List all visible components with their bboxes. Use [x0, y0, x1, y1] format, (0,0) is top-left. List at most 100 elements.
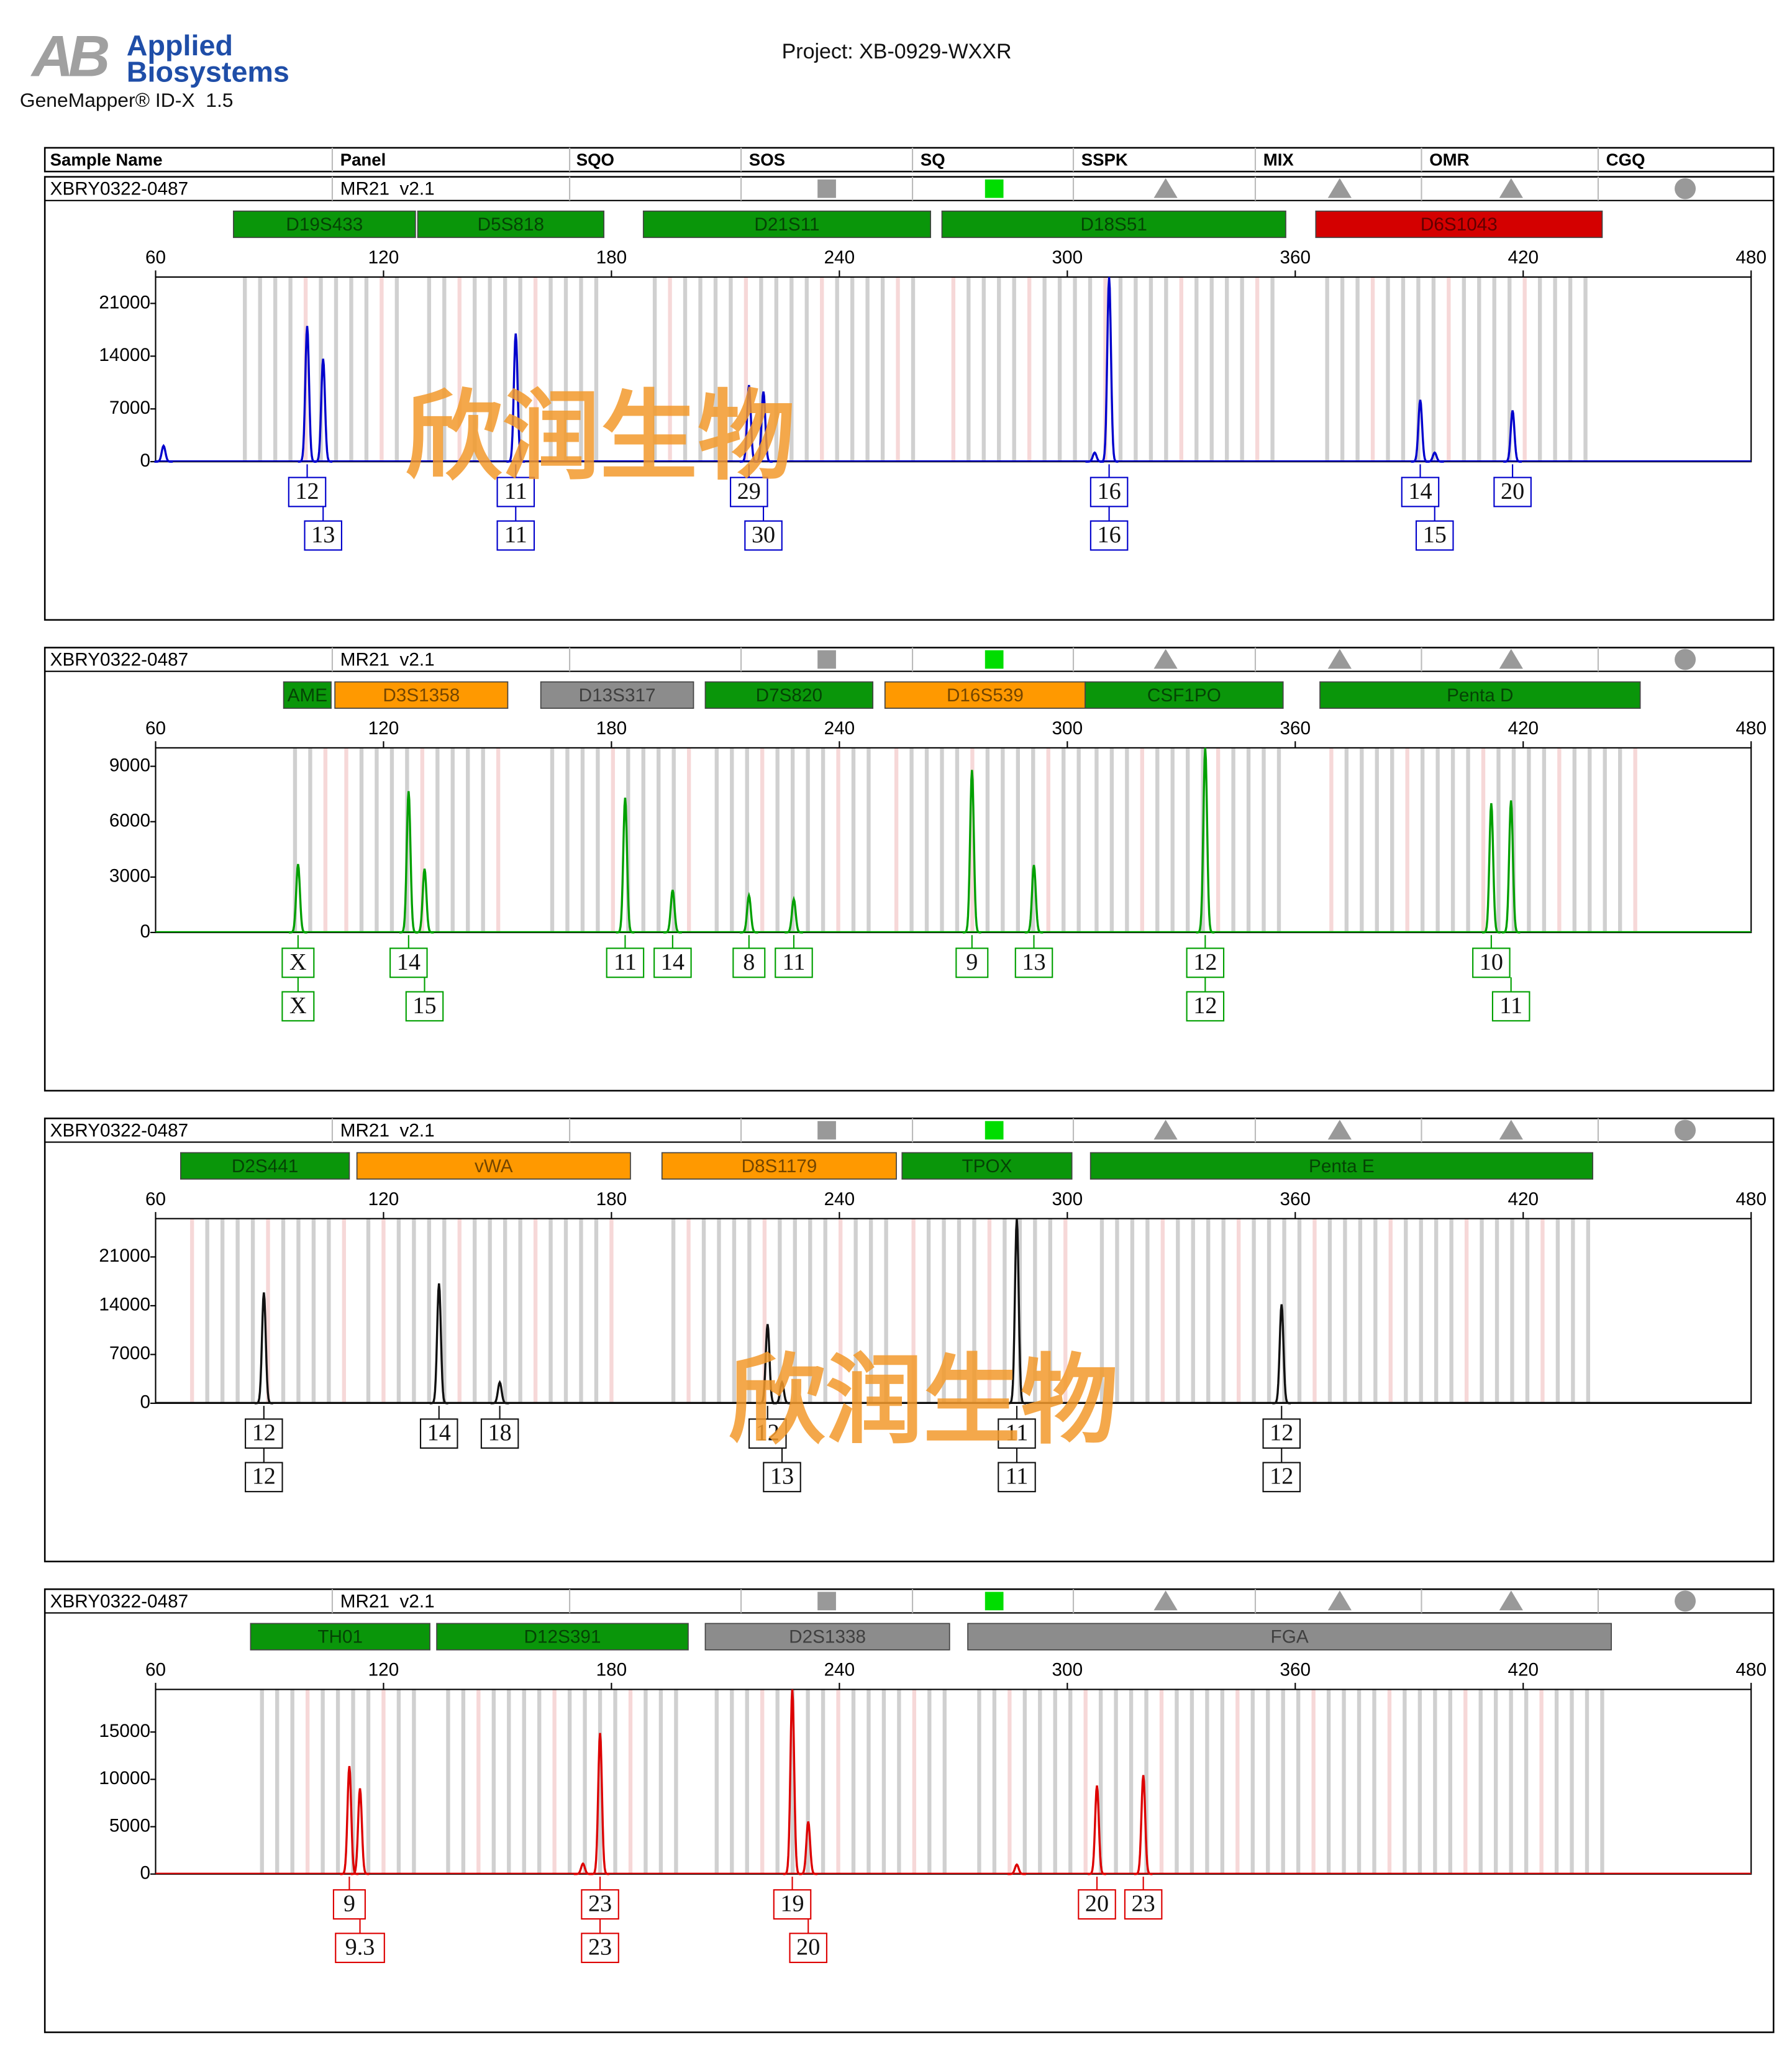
marker-name: CSF1PO: [1147, 685, 1221, 706]
y-tick-label: 0: [140, 1863, 150, 1884]
panel-frame: [43, 647, 1775, 1092]
qc-triangle: [1499, 1590, 1523, 1611]
qc-square: [817, 179, 836, 198]
allele-label: 16: [1097, 522, 1121, 548]
marker-name: D2S441: [232, 1156, 298, 1177]
project-title: Project: XB-0929-WXXR: [782, 40, 1012, 63]
qc-triangle: [1153, 649, 1178, 669]
allele-box: [281, 991, 315, 1022]
allele-label: 14: [1408, 478, 1432, 504]
sample-name: XBRY0322-0487: [50, 179, 189, 199]
allele-box: [1262, 1418, 1301, 1449]
panel-name: MR21 v2.1: [340, 650, 435, 670]
x-tick-label: 480: [1735, 1660, 1767, 1680]
allele-box: [732, 947, 766, 978]
qc-square: [985, 1121, 1004, 1140]
y-tick-label: 0: [140, 450, 150, 471]
allele-box: [1493, 476, 1532, 508]
x-tick-label: 180: [596, 1189, 627, 1209]
marker-bar: [1089, 1152, 1594, 1180]
panel-name: MR21 v2.1: [340, 1591, 435, 1611]
marker-name: FGA: [1271, 1627, 1309, 1647]
allele-box: [653, 947, 692, 978]
allele-box: [1014, 947, 1053, 978]
x-tick-label: 120: [368, 247, 399, 268]
peak: [350, 1788, 370, 1875]
x-tick-label: 120: [368, 718, 399, 739]
qc-triangle: [1327, 178, 1352, 198]
watermark: 欣润生物: [728, 1347, 1118, 1455]
x-tick-label: 480: [1735, 1189, 1767, 1209]
qc-square: [817, 1121, 836, 1140]
allele-label: 9.3: [345, 1934, 375, 1961]
allele-box: [1089, 476, 1129, 508]
panel-name: MR21 v2.1: [340, 1120, 435, 1141]
qc-circle: [1675, 1590, 1696, 1612]
allele-label: 10: [1480, 949, 1503, 975]
allele-label: 23: [588, 1890, 612, 1916]
qc-triangle: [1499, 1119, 1523, 1140]
qc-triangle: [1327, 649, 1352, 669]
allele-box: [775, 947, 813, 978]
allele-label: 11: [1499, 993, 1522, 1019]
peak: [1134, 1775, 1153, 1875]
y-tick-label: 0: [140, 921, 150, 942]
marker-name: TH01: [317, 1627, 363, 1647]
qc-square: [985, 650, 1004, 669]
allele-label: 11: [783, 949, 806, 975]
marker-name: D3S1358: [383, 685, 460, 706]
y-tick-label: 15000: [99, 1721, 150, 1741]
x-tick-label: 240: [824, 1189, 855, 1209]
table-header: [43, 147, 1775, 173]
peak: [1501, 800, 1521, 934]
peak: [783, 1689, 802, 1875]
allele-label: 12: [1270, 1464, 1293, 1490]
peak: [663, 890, 682, 934]
allele-label: 12: [252, 1420, 276, 1446]
allele-box: [789, 1933, 827, 1964]
marker-name: D16S539: [947, 685, 1024, 706]
marker-name: AME: [288, 685, 327, 706]
allele-box: [288, 476, 327, 508]
x-tick-label: 240: [824, 718, 855, 739]
marker-name: D18S51: [1081, 214, 1147, 235]
allele-box: [419, 1418, 458, 1449]
allele-label: 19: [780, 1890, 804, 1916]
marker-bar: [356, 1152, 631, 1180]
marker-bar: [1319, 681, 1641, 709]
x-tick-label: 480: [1735, 718, 1767, 739]
marker-bar: [704, 1623, 950, 1651]
x-tick-label: 120: [368, 1189, 399, 1209]
allele-box: [955, 947, 989, 978]
x-tick-label: 420: [1508, 1660, 1539, 1680]
marker-bar: [250, 1623, 430, 1651]
peak: [1099, 276, 1119, 463]
x-tick-label: 420: [1508, 718, 1539, 739]
allele-label: 12: [1193, 993, 1217, 1019]
x-tick-label: 420: [1508, 247, 1539, 268]
peak: [591, 1733, 609, 1875]
qc-square: [817, 650, 836, 669]
peak: [1196, 747, 1215, 934]
marker-bar: [884, 681, 1086, 709]
y-tick-label: 14000: [99, 1295, 150, 1315]
marker-name: Penta E: [1309, 1156, 1375, 1177]
allele-box: [496, 520, 535, 551]
software-name: GeneMapper® ID-X 1.5: [20, 89, 234, 111]
column-header: MIX: [1263, 150, 1294, 169]
marker-name: D19S433: [286, 214, 363, 235]
allele-label: 30: [752, 522, 775, 548]
peak: [799, 1821, 818, 1875]
allele-box: [1186, 991, 1225, 1022]
allele-box: [773, 1889, 812, 1920]
marker-bar: [1085, 681, 1284, 709]
marker-name: Penta D: [1447, 685, 1513, 706]
marker-name: D6S1043: [1421, 214, 1498, 235]
x-tick-label: 60: [145, 247, 166, 268]
sample-name: XBRY0322-0487: [50, 1591, 189, 1611]
column-header: SOS: [749, 150, 785, 169]
allele-box: [496, 476, 535, 508]
allele-box: [304, 520, 342, 551]
allele-box: [1078, 1889, 1116, 1920]
peak: [1272, 1304, 1291, 1405]
